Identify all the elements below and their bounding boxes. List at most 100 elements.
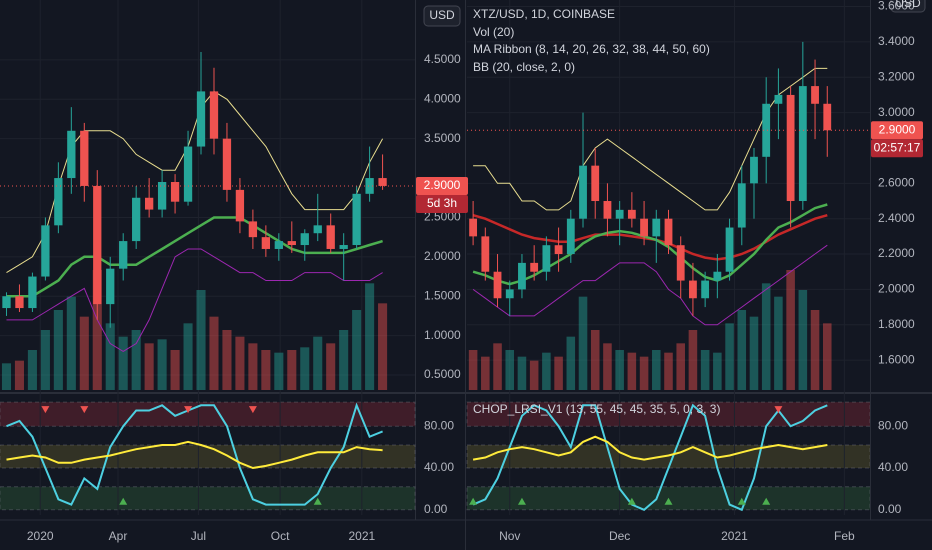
candle-body (287, 241, 296, 246)
x-tick-label: Oct (271, 529, 290, 543)
volume-bar (529, 360, 539, 390)
candle-body (132, 197, 141, 242)
y-tick-label: 2.2000 (878, 246, 915, 260)
volume-bar (66, 296, 76, 390)
candle-body (144, 197, 154, 210)
oscillator-tick-label: 80.00 (878, 418, 908, 432)
volume-bar (222, 330, 232, 390)
candle-body (591, 165, 600, 202)
buy-signal (664, 497, 673, 505)
volume-bar (261, 350, 271, 390)
volume-bar (313, 336, 323, 390)
oscillator-tick-label: 0.00 (424, 502, 448, 516)
volume-bar (566, 336, 576, 390)
last-price-label: 2.9000 (879, 122, 916, 136)
indicator-line (472, 203, 828, 286)
last-price-tag (871, 121, 923, 140)
volume-bar (639, 356, 649, 390)
sell-signal (248, 406, 257, 414)
volume-bar (365, 283, 375, 390)
countdown-label: 5d 3h (427, 196, 457, 210)
volume-bar (774, 296, 783, 390)
candle-body (689, 280, 697, 299)
x-tick-label: 2021 (721, 529, 748, 543)
candle-body (261, 237, 271, 249)
x-tick-label: 2021 (348, 529, 375, 543)
volume-bar (590, 330, 600, 390)
oscillator-zone (0, 486, 416, 511)
candle-body (493, 271, 502, 299)
volume-bar (615, 350, 624, 390)
y-tick-label: 3.2000 (878, 69, 915, 83)
volume-bar (737, 310, 747, 390)
y-tick-label: 2.0000 (878, 282, 915, 296)
currency-button[interactable] (423, 5, 461, 27)
candle-body (80, 130, 89, 186)
y-tick-label: 2.0000 (424, 249, 461, 263)
volume-bar (196, 290, 206, 390)
volume-bar (339, 330, 349, 390)
candle-body (566, 218, 575, 255)
oscillator-tick-label: 0.00 (878, 502, 902, 516)
candle-body (469, 218, 478, 237)
y-tick-label: 2.5000 (424, 210, 461, 224)
volume-bar (170, 350, 180, 390)
y-tick-label: 4.5000 (424, 52, 461, 66)
volume-bar (481, 356, 490, 390)
candle-body (664, 218, 673, 246)
candle-body (106, 268, 115, 305)
candle-body (603, 201, 612, 219)
volume-bar (664, 352, 673, 390)
candle-body (28, 276, 37, 309)
candle-body (481, 236, 490, 272)
volume-bar (700, 350, 710, 390)
y-tick-label: 1.6000 (878, 352, 915, 366)
volume-bar (105, 323, 115, 390)
legend-item: MA Ribbon (8, 14, 20, 26, 32, 38, 44, 50… (473, 42, 710, 56)
y-tick-label: 3.4000 (878, 34, 915, 48)
volume-bar (761, 283, 771, 390)
oscillator-tick-label: 40.00 (424, 460, 454, 474)
volume-bar (676, 343, 685, 390)
volume-bar (578, 296, 588, 390)
volume-bar (27, 350, 37, 390)
candle-body (41, 225, 50, 277)
volume-bar (713, 352, 722, 390)
oscillator-tick-label: 80.00 (424, 418, 454, 432)
y-tick-label: 2.4000 (878, 211, 915, 225)
countdown-tag (871, 139, 923, 158)
y-tick-label: 3.6000 (878, 0, 915, 13)
candle-body (542, 245, 551, 272)
currency-label[interactable]: USD (895, 0, 921, 10)
currency-label[interactable]: USD (429, 8, 455, 22)
x-tick-label: Apr (109, 529, 128, 543)
volume-bar (79, 316, 89, 390)
volume-bar (118, 336, 128, 390)
sell-signal (184, 406, 193, 414)
candle-body (196, 91, 206, 147)
volume-bar (627, 352, 637, 390)
volume-bar (517, 356, 527, 390)
volume-bar (131, 330, 141, 390)
candle-body (300, 233, 309, 246)
candle-body (2, 296, 11, 309)
candle-body (222, 138, 232, 190)
candle-body (274, 241, 283, 249)
candle-body (157, 182, 167, 210)
candle-body (737, 183, 746, 228)
candle-body (579, 165, 587, 219)
candle-body (170, 182, 180, 202)
candle-body (530, 262, 539, 272)
volume-bar (505, 350, 515, 390)
legend-item: BB (20, close, 2, 0) (473, 60, 575, 74)
oscillator-line (6, 440, 383, 470)
volume-bar (810, 310, 820, 390)
volume-bar (92, 270, 102, 390)
candle-body (518, 262, 526, 290)
chart-title: XTZ/USD, 1D, COINBASE (473, 7, 615, 21)
currency-button[interactable] (890, 0, 926, 13)
legend-item: Vol (20) (473, 25, 514, 39)
buy-signal (627, 497, 636, 505)
countdown-tag (416, 194, 468, 213)
